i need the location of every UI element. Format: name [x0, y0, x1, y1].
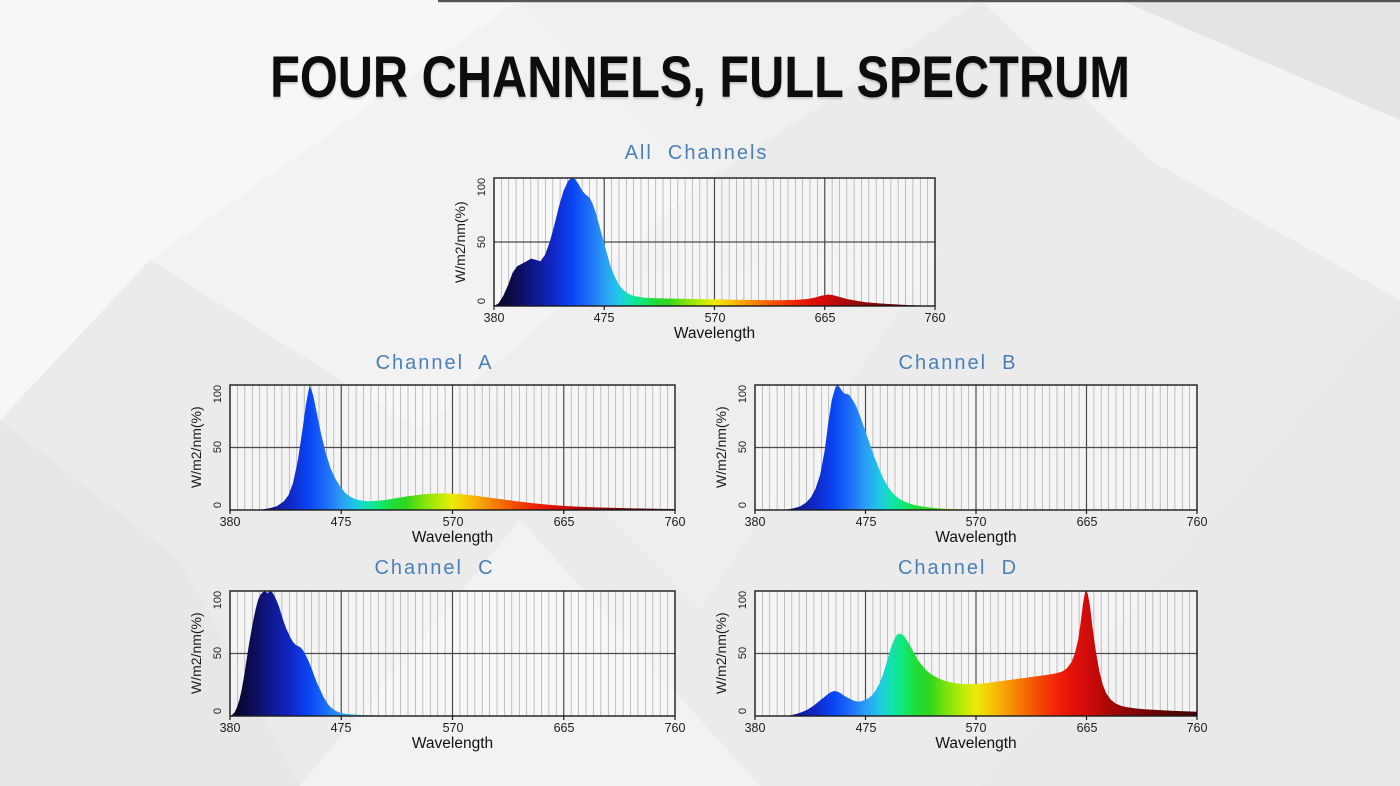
x-tick: 760	[1186, 721, 1208, 735]
y-axis-label: W/m2/nm(%)	[188, 406, 204, 489]
x-tick: 665	[814, 311, 836, 325]
x-axis-label: Wavelength	[673, 325, 756, 342]
x-tick: 570	[965, 515, 987, 529]
x-tick: 760	[664, 515, 686, 529]
spectrum-plot	[754, 590, 1198, 720]
x-tick: 380	[483, 311, 505, 325]
y-axis-label: W/m2/nm(%)	[713, 612, 729, 695]
spectrum-plot	[754, 384, 1198, 514]
x-tick: 760	[1186, 515, 1208, 529]
x-tick: 570	[965, 721, 987, 735]
x-tick: 760	[664, 721, 686, 735]
spectrum-plot	[229, 384, 676, 514]
x-tick: 475	[855, 721, 877, 735]
y-axis-label: W/m2/nm(%)	[188, 612, 204, 695]
y-tick: 100	[212, 384, 224, 404]
x-tick: 475	[855, 515, 877, 529]
chart-title: Channel A	[375, 352, 494, 374]
x-tick: 475	[593, 311, 615, 325]
x-axis-label: Wavelength	[411, 735, 494, 752]
x-tick: 665	[1076, 515, 1098, 529]
y-tick: 50	[476, 235, 488, 249]
y-tick: 50	[212, 440, 224, 454]
y-axis-label: W/m2/nm(%)	[452, 201, 468, 283]
chart-title: Channel C	[374, 557, 495, 579]
x-tick: 760	[924, 311, 946, 325]
y-tick: 100	[212, 590, 224, 610]
spectrum-plot	[493, 177, 936, 310]
chart-title: Channel B	[898, 352, 1018, 374]
y-tick: 100	[476, 177, 488, 197]
y-tick: 50	[737, 440, 749, 454]
x-tick: 380	[744, 721, 766, 735]
x-tick: 665	[553, 721, 575, 735]
spectrum-plot	[229, 590, 676, 720]
x-axis-label: Wavelength	[935, 735, 1017, 752]
x-axis-label: Wavelength	[411, 529, 494, 546]
y-axis-label: W/m2/nm(%)	[713, 406, 729, 489]
x-tick: 570	[704, 311, 726, 325]
chart-title: Channel D	[897, 557, 1019, 579]
x-tick: 380	[219, 721, 241, 735]
x-tick: 570	[442, 721, 464, 735]
x-tick: 665	[553, 515, 575, 529]
x-tick: 380	[219, 515, 241, 529]
chart-title: All Channels	[624, 142, 769, 164]
y-tick: 50	[737, 646, 749, 660]
x-tick: 475	[330, 721, 352, 735]
x-tick: 665	[1076, 721, 1098, 735]
x-tick: 380	[744, 515, 766, 529]
x-axis-label: Wavelength	[935, 529, 1017, 546]
slide-title: FOUR CHANNELS, FULL SPECTRUM	[270, 45, 1130, 110]
x-tick: 570	[442, 515, 464, 529]
y-tick: 100	[737, 384, 749, 404]
y-tick: 50	[212, 646, 224, 660]
y-tick: 100	[737, 590, 749, 610]
x-tick: 475	[330, 515, 352, 529]
